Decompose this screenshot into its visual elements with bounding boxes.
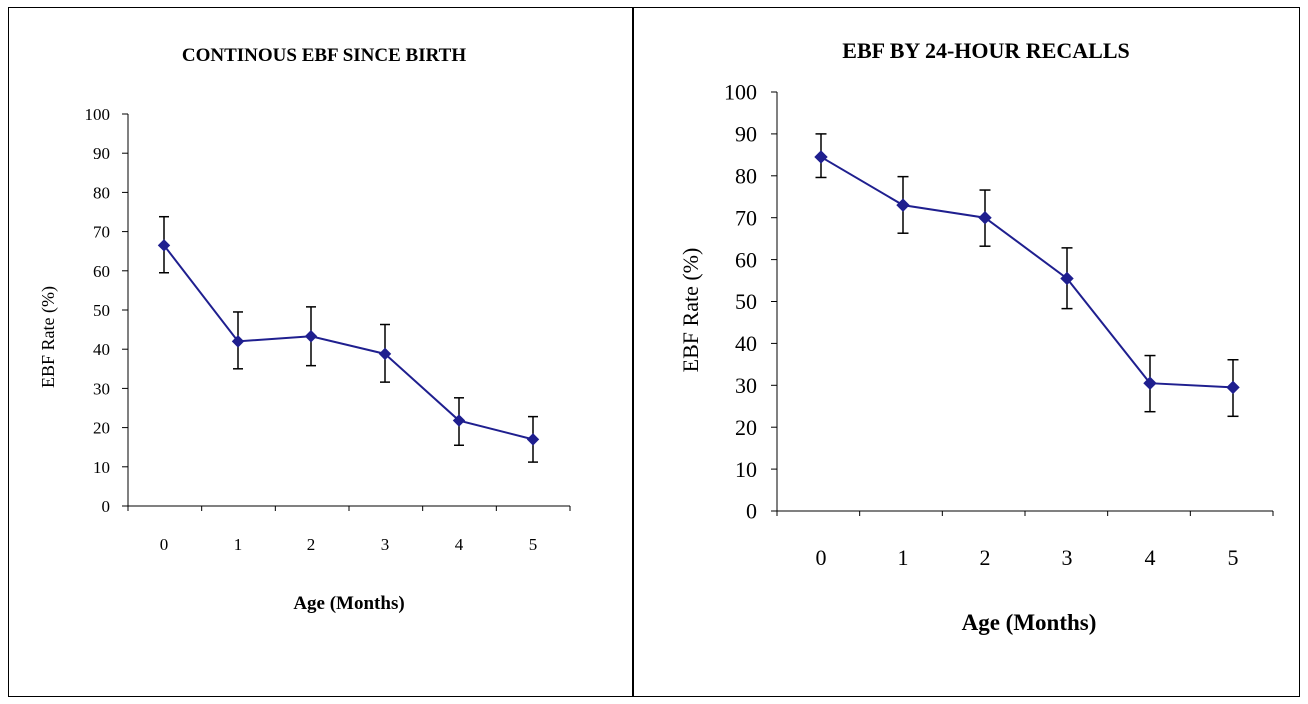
data-point <box>1060 271 1074 286</box>
y-tick-label: 20 <box>735 415 757 440</box>
data-point <box>1226 380 1240 395</box>
y-tick-label: 0 <box>102 497 111 516</box>
y-tick-label: 30 <box>93 379 110 398</box>
series-line <box>820 156 1234 389</box>
y-tick-label: 10 <box>93 458 110 477</box>
data-point <box>231 335 245 348</box>
data-point <box>526 433 540 446</box>
x-tick-label: 0 <box>160 535 169 554</box>
y-tick-label: 20 <box>93 419 110 438</box>
x-tick-label: 2 <box>980 545 991 570</box>
chart-title: EBF BY 24-HOUR RECALLS <box>842 38 1129 63</box>
data-point <box>378 347 392 361</box>
y-tick-label: 0 <box>746 499 757 524</box>
x-tick-label: 3 <box>381 535 390 554</box>
y-tick-label: 100 <box>85 105 111 124</box>
x-tick-label: 0 <box>816 545 827 570</box>
x-tick-label: 5 <box>529 535 538 554</box>
y-tick-label: 70 <box>93 223 110 242</box>
y-tick-label: 30 <box>735 373 757 398</box>
x-tick-label: 5 <box>1228 545 1239 570</box>
data-point <box>896 198 910 212</box>
x-tick-label: 2 <box>307 535 316 554</box>
y-tick-label: 80 <box>735 164 757 189</box>
y-axis-label: EBF Rate (%) <box>678 248 703 373</box>
x-tick-label: 4 <box>1145 545 1156 570</box>
y-tick-label: 100 <box>724 80 757 105</box>
data-point <box>157 239 171 252</box>
figure-frame <box>8 7 1300 697</box>
y-tick-label: 50 <box>735 289 757 314</box>
data-point <box>304 330 318 343</box>
data-point <box>452 414 466 427</box>
x-axis-label: Age (Months) <box>962 610 1097 635</box>
y-tick-label: 60 <box>93 262 110 281</box>
panel-divider <box>632 7 634 697</box>
x-tick-label: 4 <box>455 535 464 554</box>
y-tick-label: 60 <box>735 247 757 272</box>
y-tick-label: 40 <box>93 340 110 359</box>
data-point <box>1143 376 1157 390</box>
data-point <box>814 150 828 164</box>
x-tick-label: 3 <box>1062 545 1073 570</box>
data-point <box>978 210 992 225</box>
chart-title: CONTINOUS EBF SINCE BIRTH <box>182 45 466 66</box>
y-tick-label: 50 <box>93 301 110 320</box>
y-tick-label: 90 <box>735 122 757 147</box>
x-tick-label: 1 <box>234 535 243 554</box>
y-tick-label: 10 <box>735 457 757 482</box>
x-axis-label: Age (Months) <box>293 593 404 614</box>
y-tick-label: 70 <box>735 205 757 230</box>
y-tick-label: 40 <box>735 331 757 356</box>
y-tick-label: 80 <box>93 183 110 202</box>
y-tick-label: 90 <box>93 144 110 163</box>
series-line <box>163 244 534 441</box>
x-tick-label: 1 <box>898 545 909 570</box>
y-axis-label: EBF Rate (%) <box>38 286 59 388</box>
